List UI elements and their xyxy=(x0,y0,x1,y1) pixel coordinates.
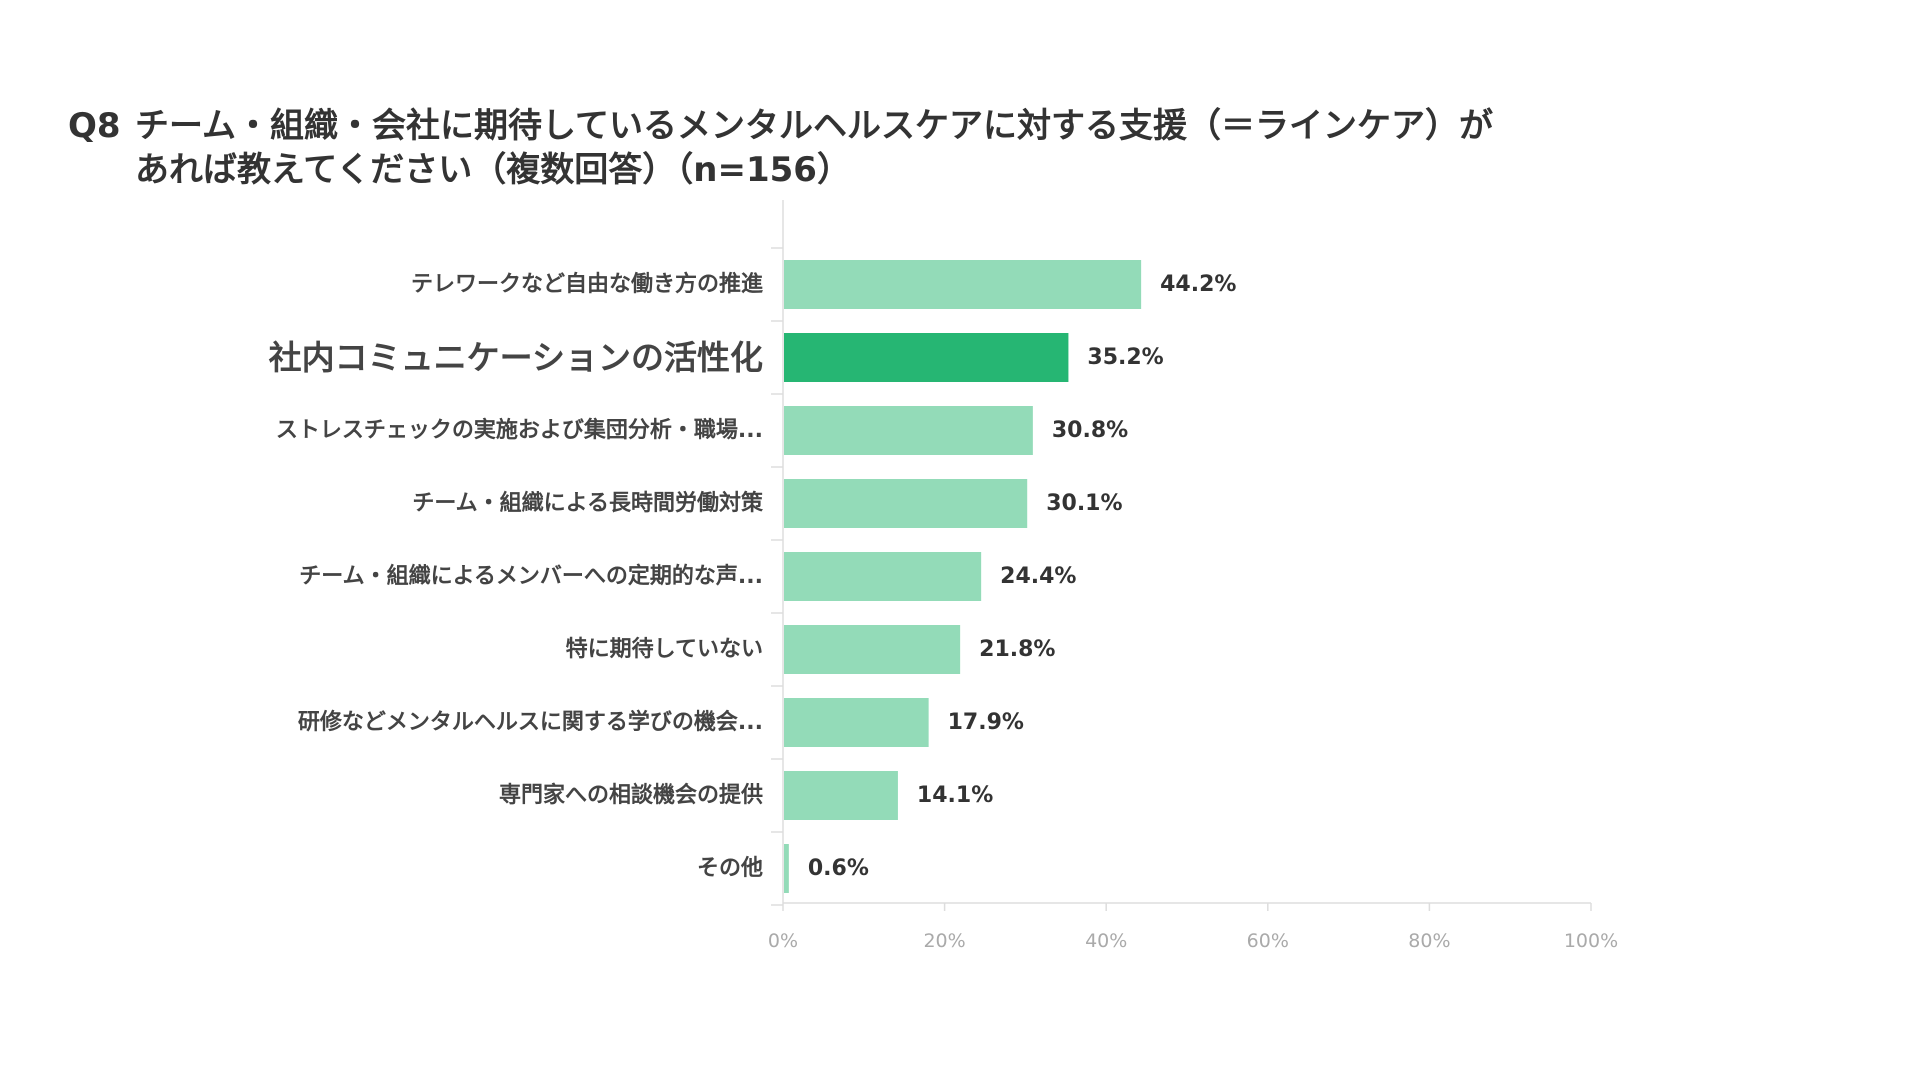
value-label: 17.9% xyxy=(948,710,1024,735)
title-line-2: あれば教えてください（複数回答）（n=156） xyxy=(135,150,851,190)
value-label: 44.2% xyxy=(1160,272,1236,297)
category-label: 専門家への相談機会の提供 xyxy=(499,782,763,808)
bar xyxy=(784,260,1142,309)
category-label: 特に期待していない xyxy=(566,636,763,662)
x-tick-label: 60% xyxy=(1247,930,1289,952)
question-number: Q8 xyxy=(68,106,121,146)
value-label: 30.8% xyxy=(1052,418,1128,443)
value-label: 30.1% xyxy=(1046,491,1122,516)
bar xyxy=(784,698,929,747)
category-label: 社内コミュニケーションの活性化 xyxy=(269,338,763,377)
x-tick-label: 100% xyxy=(1564,930,1618,952)
bar xyxy=(784,479,1028,528)
bar xyxy=(784,406,1033,455)
category-label: テレワークなど自由な働き方の推進 xyxy=(411,271,763,297)
x-tick-label: 80% xyxy=(1408,930,1450,952)
value-label: 21.8% xyxy=(979,637,1055,662)
value-label: 0.6% xyxy=(808,856,869,881)
bar xyxy=(784,625,961,674)
category-label: 研修などメンタルヘルスに関する学びの機会... xyxy=(298,709,763,735)
bar xyxy=(784,552,982,601)
value-label: 24.4% xyxy=(1000,564,1076,589)
x-tick-label: 20% xyxy=(923,930,965,952)
x-tick-label: 40% xyxy=(1085,930,1127,952)
bar xyxy=(784,333,1069,382)
bar xyxy=(784,771,898,820)
x-tick-label: 0% xyxy=(768,930,798,952)
category-label: ストレスチェックの実施および集団分析・職場... xyxy=(276,417,763,443)
category-label: その他 xyxy=(697,856,763,881)
category-label: チーム・組織による長時間労働対策 xyxy=(412,490,764,516)
title-line-1: チーム・組織・会社に期待しているメンタルヘルスケアに対する支援（＝ラインケア）が xyxy=(135,106,1493,146)
value-label: 35.2% xyxy=(1087,345,1163,370)
category-label: チーム・組織によるメンバーへの定期的な声... xyxy=(299,563,763,589)
value-label: 14.1% xyxy=(917,783,993,808)
bar xyxy=(784,844,789,893)
